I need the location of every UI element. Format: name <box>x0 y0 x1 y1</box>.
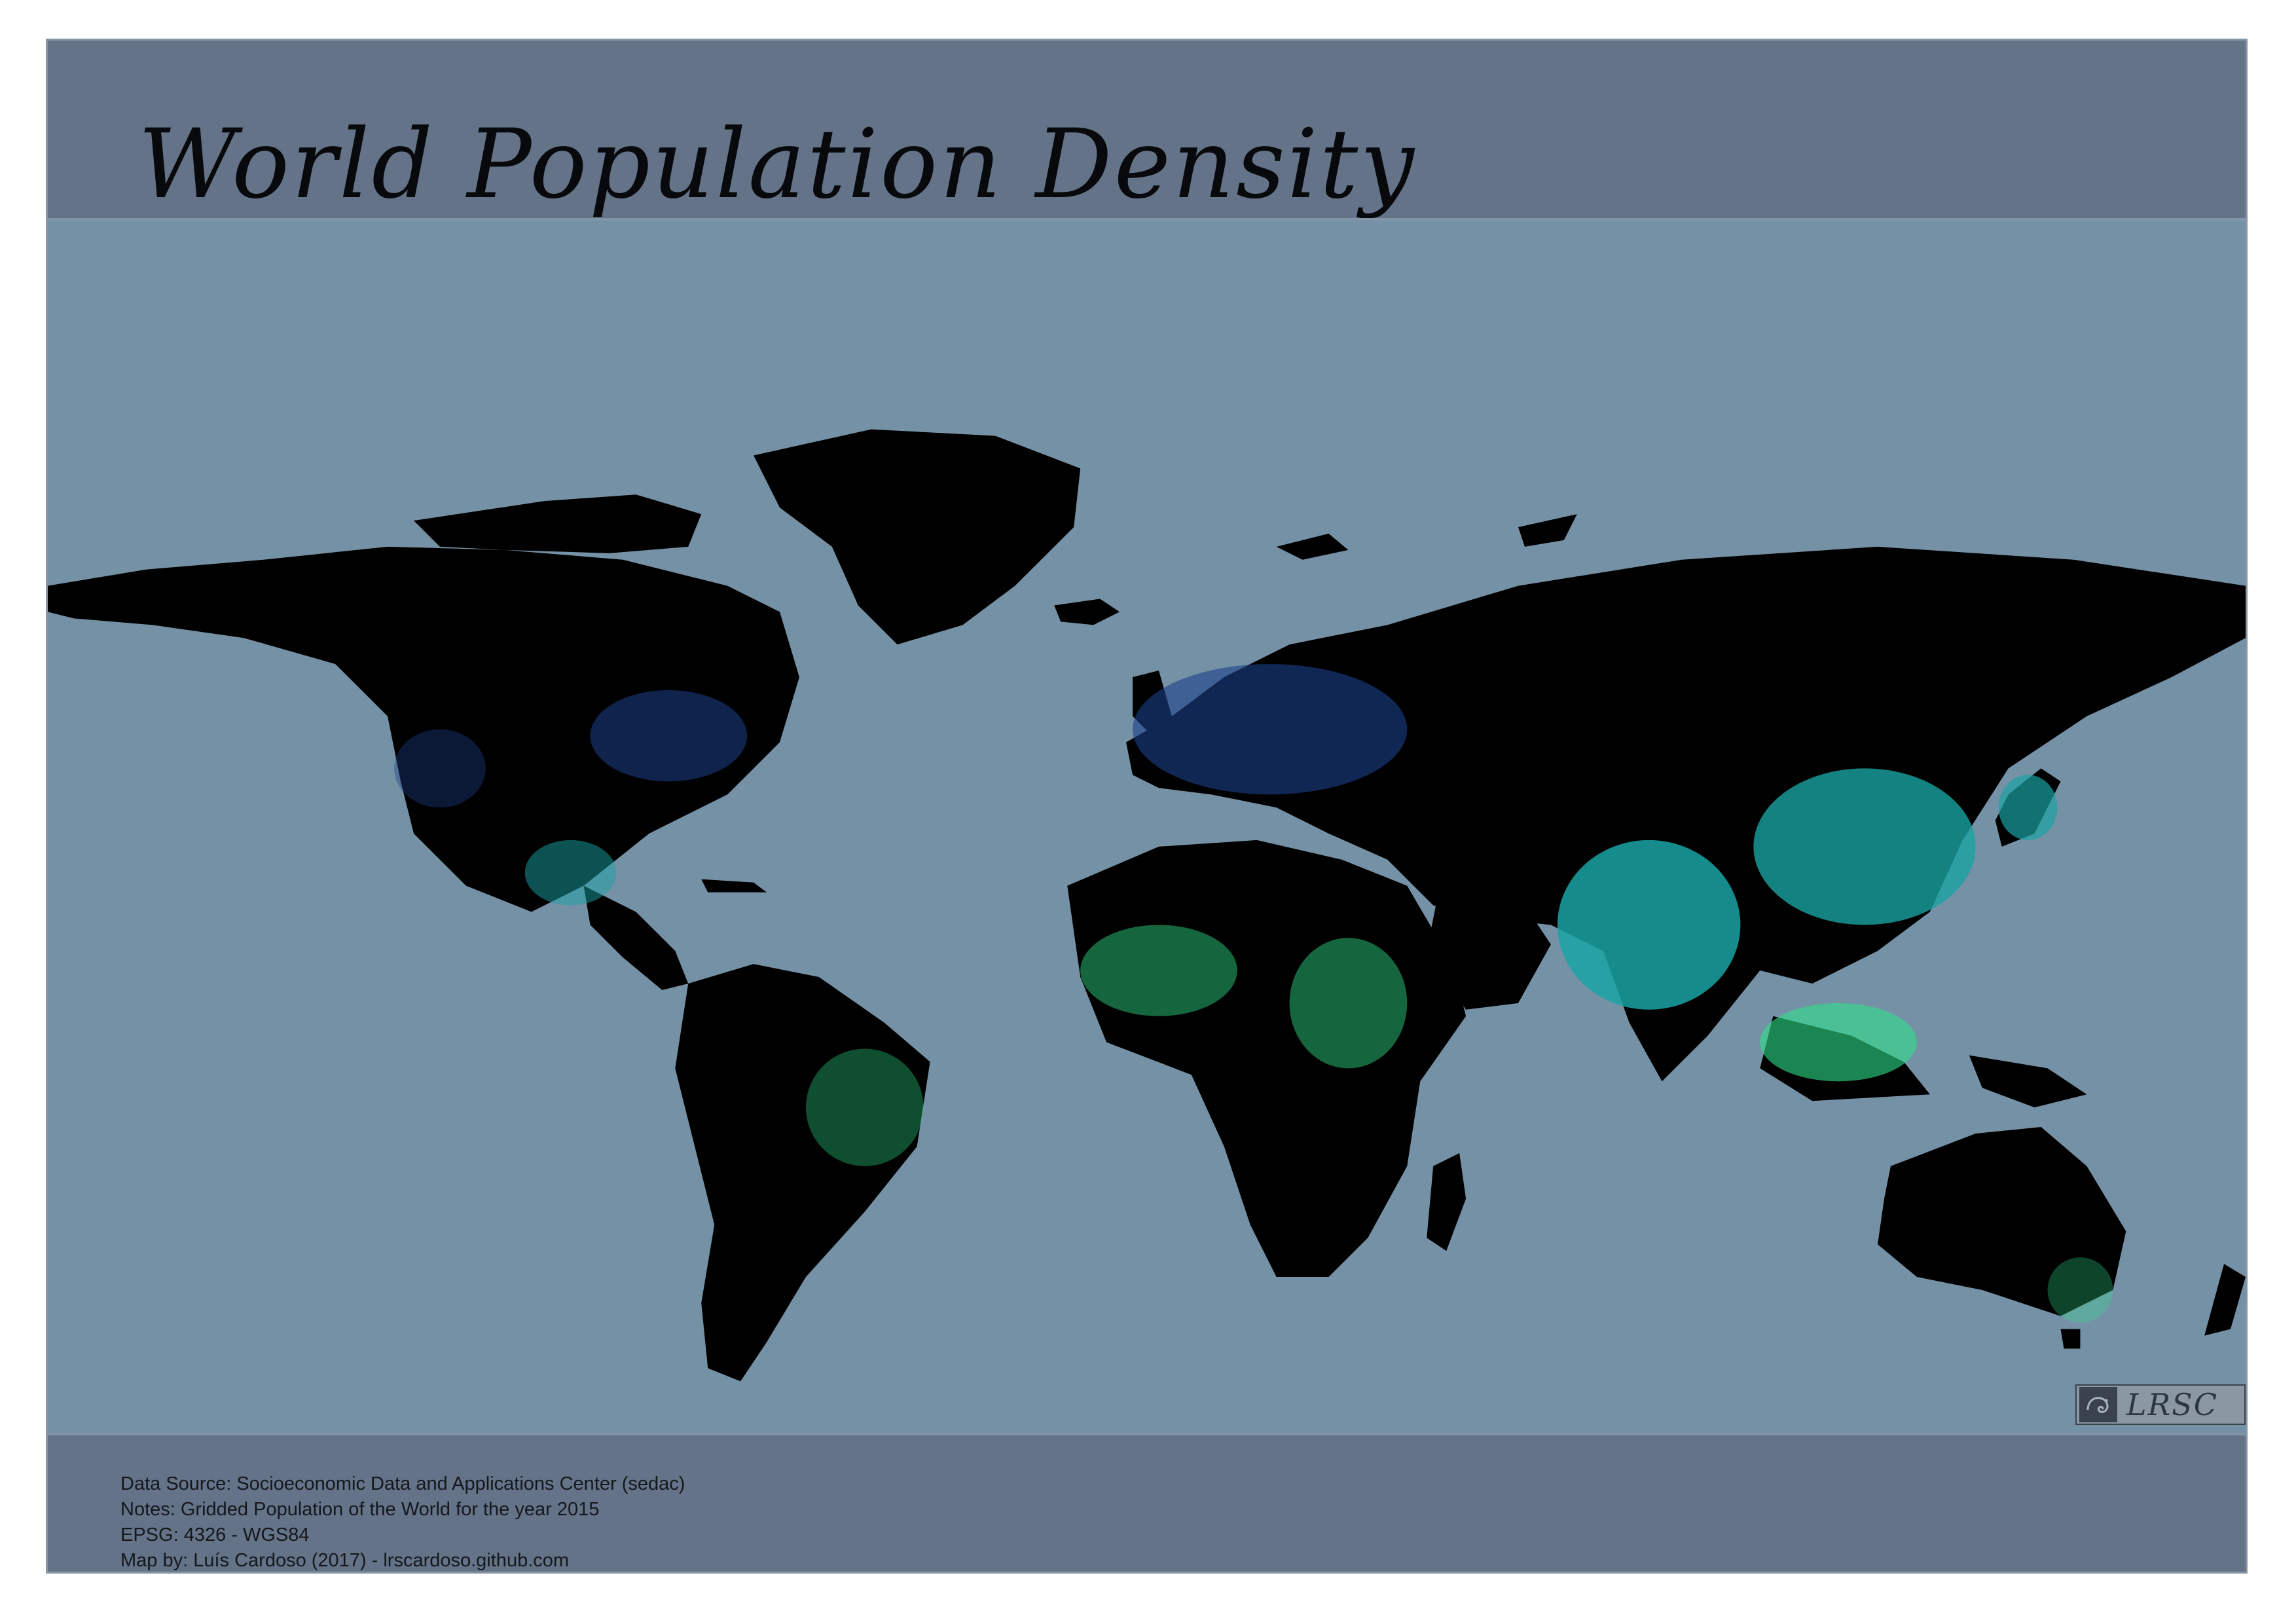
density-us-west <box>394 729 486 808</box>
svalbard <box>1276 533 1349 560</box>
africa <box>1067 840 1467 1278</box>
header-band: World Population Density <box>48 41 2246 220</box>
density-japan <box>1998 775 2058 840</box>
novaya-zemlya <box>1518 514 1577 547</box>
density-east-australia <box>2047 1257 2113 1323</box>
author-credit: Map by: Luís Cardoso (2017) - lrscardoso… <box>120 1550 570 1571</box>
map-notes: Data Source: Socioeconomic Data and Appl… <box>120 1471 685 1572</box>
density-europe <box>1133 664 1408 795</box>
iceland <box>1054 599 1120 625</box>
new-guinea <box>1969 1055 2087 1108</box>
footer-band: Data Source: Socioeconomic Data and Appl… <box>48 1435 2246 1572</box>
density-west-africa <box>1080 925 1237 1016</box>
central-america <box>583 885 689 990</box>
map-title: World Population Density <box>138 109 1416 220</box>
eurasia <box>1126 546 2246 1082</box>
projection-note: EPSG: 4326 - WGS84 <box>120 1524 310 1545</box>
greenland <box>754 429 1081 645</box>
population-spikes <box>431 819 2024 1344</box>
density-south-america <box>805 1048 924 1166</box>
density-east-africa <box>1289 938 1408 1069</box>
density-us-east <box>590 690 748 782</box>
madagascar <box>1427 1153 1467 1251</box>
map-area: LRSC <box>48 218 2246 1435</box>
density-mexico <box>524 840 617 906</box>
world-map <box>48 429 2246 1382</box>
author-logo-badge: LRSC <box>2075 1384 2246 1425</box>
new-zealand <box>2204 1264 2246 1336</box>
caribbean-islands <box>701 879 767 893</box>
north-america <box>48 546 799 912</box>
south-america <box>675 964 930 1382</box>
density-east-china <box>1753 768 1976 925</box>
data-source-note: Data Source: Socioeconomic Data and Appl… <box>120 1473 685 1494</box>
map-poster: World Population Density <box>46 39 2248 1574</box>
tasmania <box>2060 1329 2081 1349</box>
canadian-arctic-islands <box>414 494 702 553</box>
dataset-note: Notes: Gridded Population of the World f… <box>120 1499 600 1520</box>
chameleon-logo-icon <box>2079 1387 2117 1422</box>
australia <box>1878 1127 2126 1316</box>
density-india <box>1557 840 1741 1010</box>
author-logo-text: LRSC <box>2126 1387 2218 1422</box>
